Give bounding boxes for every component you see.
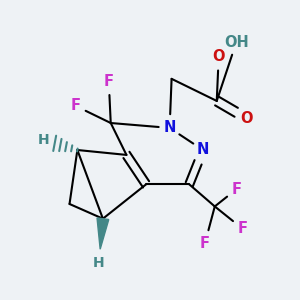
Text: N: N [164, 120, 176, 135]
Text: O: O [212, 49, 225, 64]
Text: H: H [38, 133, 50, 147]
Text: F: F [200, 236, 210, 251]
Text: F: F [231, 182, 242, 197]
Text: N: N [197, 142, 209, 158]
Text: F: F [104, 74, 114, 89]
Text: F: F [70, 98, 80, 113]
Polygon shape [97, 218, 109, 249]
Text: F: F [237, 221, 247, 236]
Text: O: O [240, 111, 252, 126]
Text: H: H [93, 256, 105, 270]
Text: OH: OH [224, 34, 249, 50]
